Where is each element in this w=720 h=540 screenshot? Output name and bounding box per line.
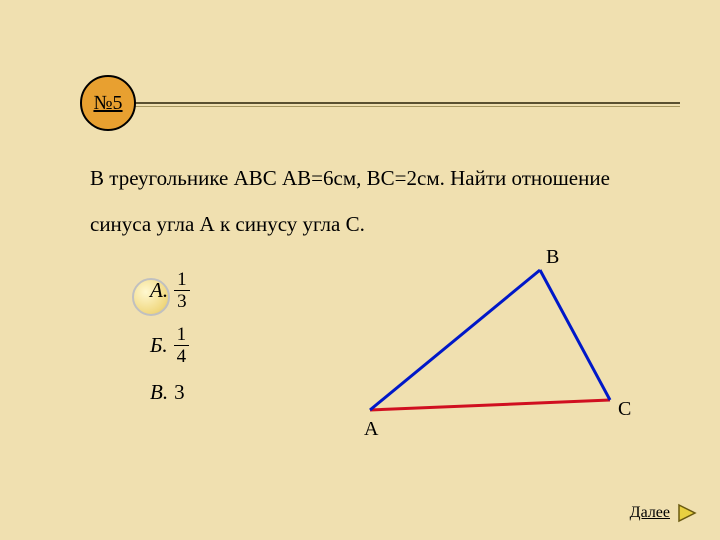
vertex-a-label: А bbox=[364, 418, 378, 441]
side-bc bbox=[540, 270, 610, 400]
problem-text: В треугольнике АВС АВ=6см, ВС=2см. Найти… bbox=[90, 155, 660, 247]
badge-label: №5 bbox=[93, 92, 122, 115]
answer-v-letter: В. bbox=[150, 380, 168, 405]
answer-v-value: 3 bbox=[174, 380, 185, 405]
problem-number-badge: №5 bbox=[80, 75, 136, 131]
next-arrow-icon bbox=[676, 502, 698, 524]
answer-b-num: 1 bbox=[174, 325, 190, 345]
answer-a-num: 1 bbox=[174, 270, 190, 290]
vertex-c-label: С bbox=[618, 398, 631, 421]
vertex-b-label: В bbox=[546, 246, 559, 269]
triangle-diagram: А В С bbox=[340, 250, 660, 450]
header-divider bbox=[130, 102, 680, 108]
answer-b[interactable]: Б. 1 4 bbox=[150, 325, 190, 366]
answer-b-fraction: 1 4 bbox=[174, 325, 190, 366]
answer-a-fraction: 1 3 bbox=[174, 270, 190, 311]
answer-a-letter: А. bbox=[150, 278, 168, 303]
answer-list: А. 1 3 Б. 1 4 В. 3 bbox=[150, 270, 190, 419]
next-button[interactable]: Далее bbox=[630, 502, 698, 524]
answer-a[interactable]: А. 1 3 bbox=[150, 270, 190, 311]
answer-v[interactable]: В. 3 bbox=[150, 380, 190, 405]
answer-b-letter: Б. bbox=[150, 333, 168, 358]
next-label: Далее bbox=[630, 504, 670, 522]
side-ab bbox=[370, 270, 540, 410]
answer-a-den: 3 bbox=[174, 290, 190, 311]
side-ac bbox=[370, 400, 610, 410]
triangle-svg bbox=[340, 250, 660, 450]
answer-b-den: 4 bbox=[174, 345, 190, 366]
